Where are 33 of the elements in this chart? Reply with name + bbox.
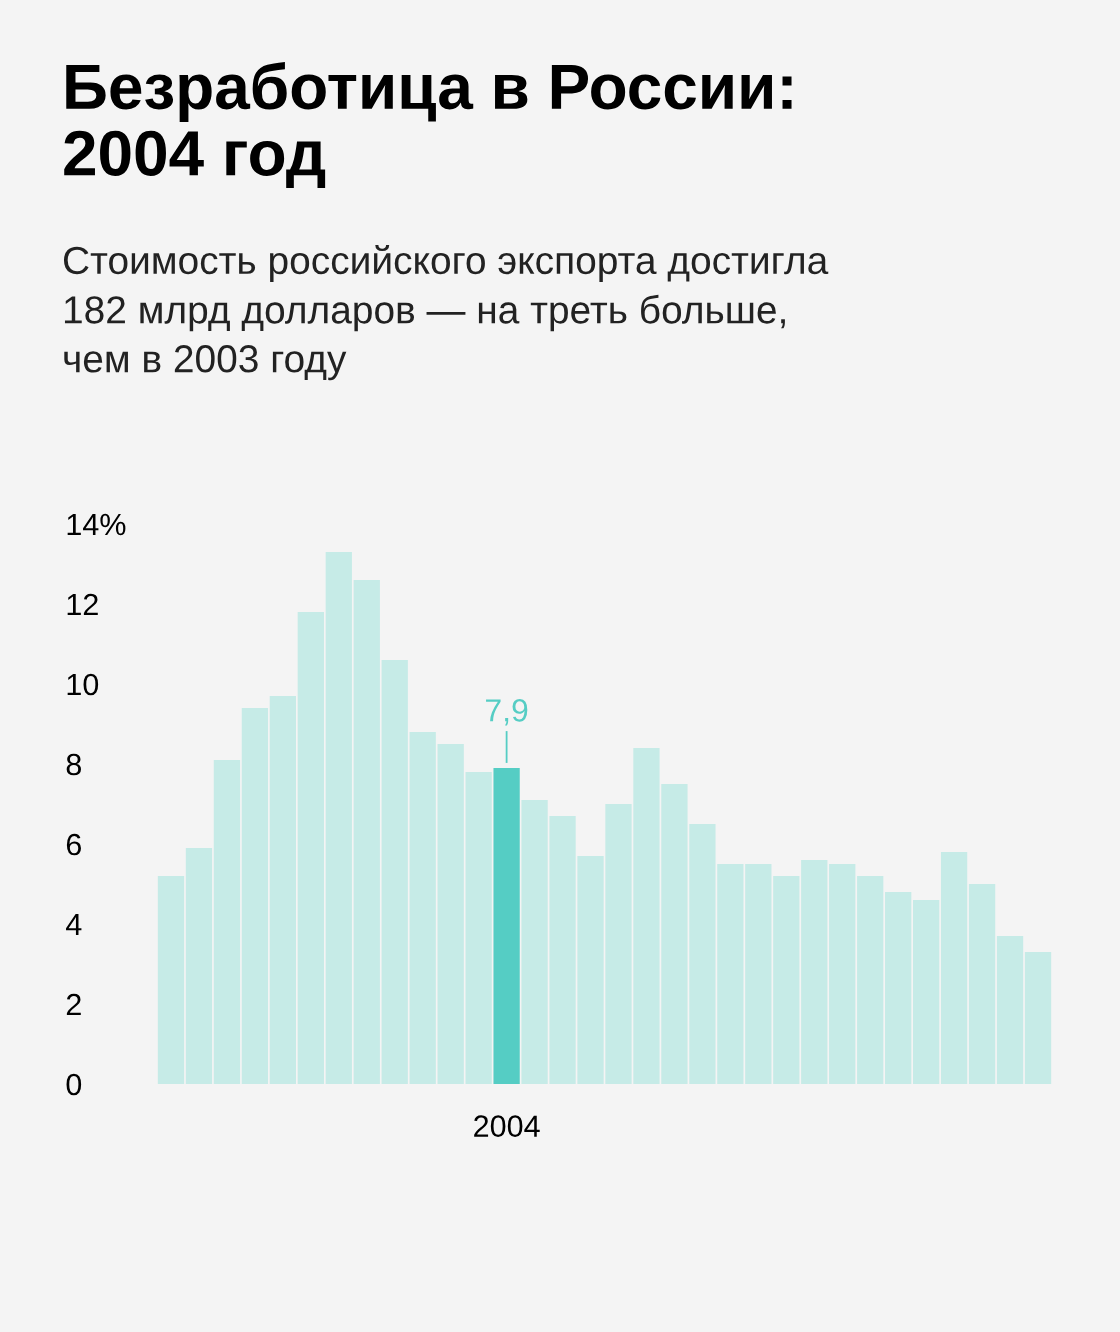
chart-subtitle: Стоимость российского экспорта достигла 182 млрд долларов — на треть больше, чем в 2003 году <box>63 245 829 381</box>
y-tick-label: 10 <box>67 673 99 696</box>
bar <box>940 852 968 1084</box>
bar <box>885 892 912 1084</box>
bar <box>381 660 408 1084</box>
bar <box>829 864 856 1084</box>
bar <box>773 876 800 1084</box>
bar <box>409 732 436 1084</box>
bar <box>801 860 828 1084</box>
bar <box>968 884 996 1084</box>
bar <box>1024 952 1052 1084</box>
bar <box>913 900 940 1084</box>
y-tick-label: 12 <box>67 593 98 616</box>
bar <box>157 876 185 1084</box>
bar <box>241 708 269 1084</box>
y-tick-label: 0 <box>66 1073 82 1096</box>
y-tick-label: 2 <box>66 993 81 1016</box>
bar <box>996 936 1024 1084</box>
y-tick-label: 8 <box>66 753 81 776</box>
x-tick-label: 2004 <box>474 1115 540 1137</box>
y-tick-label: 6 <box>66 833 81 856</box>
bar <box>269 696 296 1084</box>
data-label: 7,9 <box>486 699 528 726</box>
bar <box>185 848 213 1084</box>
bar <box>297 612 324 1084</box>
y-tick-label: 4 <box>66 914 82 936</box>
bar <box>325 552 352 1084</box>
bar <box>857 876 884 1084</box>
bar <box>493 768 520 1084</box>
chart-title: Безработица в России: 2004 год <box>64 62 792 189</box>
y-tick-label: 14% <box>67 513 126 536</box>
bar <box>353 580 380 1084</box>
bar <box>213 760 241 1084</box>
